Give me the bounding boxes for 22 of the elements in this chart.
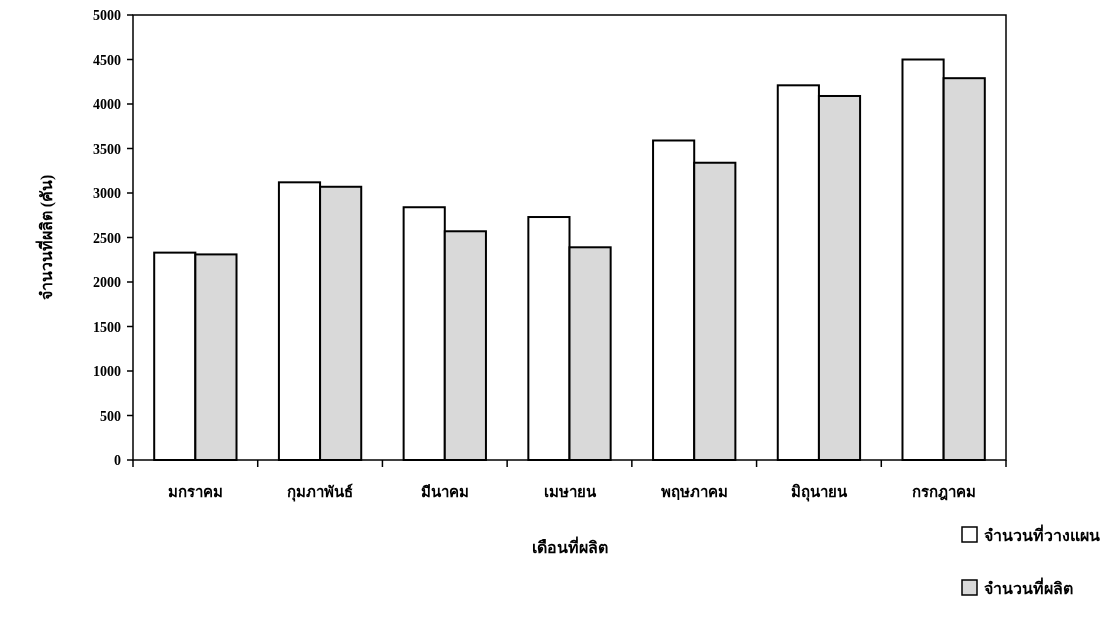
- y-tick-label: 5000: [93, 8, 121, 23]
- x-tick-label: เมษายน: [543, 484, 597, 500]
- x-tick-label: กุมภาพันธ์: [287, 483, 354, 502]
- legend-label: จำนวนที่วางแผน: [984, 524, 1100, 544]
- y-tick-label: 1500: [93, 319, 121, 335]
- y-tick-label: 3000: [93, 186, 121, 201]
- x-tick-label: มกราคม: [167, 484, 223, 500]
- legend-label: จำนวนที่ผลิต: [984, 577, 1073, 597]
- y-tick-label: 4500: [93, 52, 121, 68]
- y-tick-label: 0: [114, 453, 121, 468]
- y-tick-label: 1000: [93, 364, 121, 379]
- x-tick-label: มีนาคม: [420, 484, 469, 500]
- x-tick-label: กรกฎาคม: [911, 484, 976, 501]
- y-tick-label: 500: [100, 408, 121, 424]
- x-axis-title: เดือนที่ผลิต: [531, 536, 608, 556]
- y-tick-label: 2500: [93, 230, 121, 246]
- y-tick-label: 4000: [93, 97, 121, 112]
- y-tick-label: 3500: [93, 141, 121, 157]
- y-axis-title: จำนวนที่ผลิต (คัน): [35, 174, 56, 301]
- y-tick-label: 2000: [93, 275, 121, 290]
- x-tick-label: พฤษภาคม: [660, 484, 728, 500]
- x-tick-label: มิถุนายน: [790, 483, 848, 502]
